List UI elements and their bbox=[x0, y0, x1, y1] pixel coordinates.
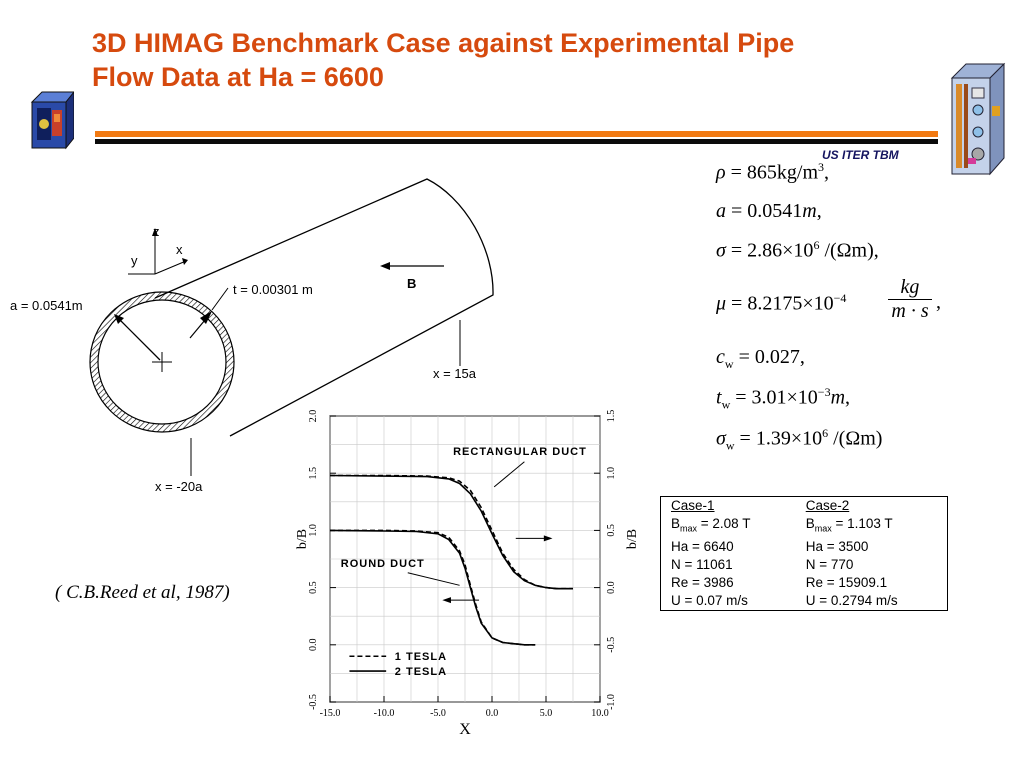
x-axis-title: X bbox=[459, 721, 471, 738]
case1-bmax: Bmax = 2.08 T bbox=[671, 516, 751, 534]
slide-subtitle: US ITER TBM bbox=[822, 148, 899, 162]
y-tick-label-right: 0.5 bbox=[606, 524, 617, 537]
y-tick-label-left: -0.5 bbox=[308, 694, 319, 710]
x-tick-label: 10.0 bbox=[591, 708, 609, 719]
eq-conductivity: σ = 2.86×106 /(Ωm), bbox=[716, 238, 879, 262]
y-tick-label-left: 0.0 bbox=[308, 639, 319, 652]
eq-wall-conductivity: σw = 1.39×106 /(Ωm) bbox=[716, 426, 883, 453]
y-tick-label-left: 1.5 bbox=[308, 467, 319, 480]
z-axis-label: z bbox=[153, 224, 160, 239]
annotation-rectangular-duct: RECTANGULAR DUCT bbox=[453, 446, 587, 458]
x-tick-label: 5.0 bbox=[540, 708, 553, 719]
title-rule-orange bbox=[95, 131, 938, 137]
eq-wall-conductance: cw = 0.027, bbox=[716, 346, 805, 371]
y-tick-label-right: -1.0 bbox=[606, 694, 617, 710]
y-tick-label-left: 0.5 bbox=[308, 581, 319, 594]
eq-wall-thickness: tw = 3.01×10−3m, bbox=[716, 385, 851, 412]
x-tick-label: -5.0 bbox=[430, 708, 446, 719]
x-tick-label: 0.0 bbox=[486, 708, 499, 719]
series-line-rect-2t bbox=[329, 474, 573, 590]
radius-label: a = 0.0541m bbox=[10, 298, 83, 313]
radius-arrow bbox=[117, 317, 161, 361]
case1-re: Re = 3986 bbox=[671, 574, 734, 590]
eq-viscosity-numerator: kg bbox=[888, 276, 932, 300]
title-rule-dark bbox=[95, 139, 938, 144]
tbm-assembly-logo bbox=[950, 62, 1006, 176]
eq-viscosity-denominator: m · s bbox=[891, 300, 929, 322]
eq-density: ρ = 865kg/m3, bbox=[716, 160, 830, 184]
eq-viscosity-tail: , bbox=[936, 291, 941, 313]
title-line-2: Flow Data at Ha = 6600 bbox=[92, 62, 384, 92]
y-tick-label-right: 1.0 bbox=[606, 467, 617, 480]
case2-ha: Ha = 3500 bbox=[805, 538, 869, 554]
title-line-1: 3D HIMAG Benchmark Case against Experime… bbox=[92, 28, 795, 58]
thickness-label: t = 0.00301 m bbox=[233, 282, 313, 297]
case2-bmax: Bmax = 1.103 T bbox=[805, 516, 893, 534]
end-label: x = 15a bbox=[433, 366, 477, 381]
eq-viscosity: μ = 8.2175×10−4 bbox=[716, 291, 847, 315]
case1-u: U = 0.07 m/s bbox=[671, 592, 748, 608]
legend-label-1-tesla: 1 TESLA bbox=[395, 651, 447, 663]
y-tick-label-right: 0.0 bbox=[606, 581, 617, 594]
start-label: x = -20a bbox=[155, 479, 203, 494]
property-equations: ρ = 865kg/m3, a = 0.0541m, σ = 2.86×106 … bbox=[710, 158, 970, 468]
x-tick-label: -15.0 bbox=[320, 708, 341, 719]
pipe-body-outline bbox=[154, 178, 494, 437]
magnetic-field-chart: -15.0 -10.0 -5.0 0.0 5.0 10.0 -0.5 0.0 0.5 1.0 1.5… bbox=[295, 410, 640, 738]
case2-u: U = 0.2794 m/s bbox=[805, 592, 898, 608]
legend-label-2-tesla: 2 TESLA bbox=[395, 666, 447, 678]
blanket-module-logo bbox=[30, 91, 74, 150]
slide-title: 3D HIMAG Benchmark Case against Experime… bbox=[92, 26, 952, 94]
x-axis-label: x bbox=[176, 242, 183, 257]
annotation-leader-round bbox=[407, 572, 460, 586]
series-line-round-2t bbox=[329, 529, 536, 646]
flow-arrowhead-left bbox=[442, 597, 451, 604]
y-axis-title-right: b/B bbox=[625, 529, 640, 549]
eq-viscosity-fraction: kg m · s bbox=[888, 276, 932, 323]
annotation-leader-rect bbox=[493, 461, 525, 488]
x-axis bbox=[154, 260, 187, 275]
pipe-diagram: z y x a = 0.0541m t = 0.00301 m B x = 15… bbox=[10, 178, 494, 494]
y-tick-label-left: 1.0 bbox=[308, 524, 319, 537]
cases-table: Case-1 Case-2 Bmax = 2.08 T Bmax = 1.103… bbox=[660, 496, 948, 611]
y-tick-label-right: -0.5 bbox=[606, 637, 617, 653]
case1-ha: Ha = 6640 bbox=[671, 538, 734, 554]
case2-n: N = 770 bbox=[805, 556, 854, 572]
y-tick-label-left: 2.0 bbox=[308, 410, 319, 423]
eq-radius: a = 0.0541m, bbox=[716, 200, 822, 222]
citation: ( C.B.Reed et al, 1987) bbox=[55, 582, 230, 603]
case1-header: Case-1 bbox=[671, 498, 715, 513]
annotation-round-duct: ROUND DUCT bbox=[341, 558, 425, 570]
y-axis-label: y bbox=[131, 253, 138, 268]
y-tick-label-right: 1.5 bbox=[606, 410, 617, 423]
field-label: B bbox=[407, 276, 416, 291]
flow-arrowhead-right bbox=[543, 535, 553, 542]
y-axis-title-left: b/B bbox=[295, 529, 310, 549]
case1-n: N = 11061 bbox=[671, 556, 733, 572]
case2-re: Re = 15909.1 bbox=[805, 574, 888, 590]
case2-header: Case-2 bbox=[805, 498, 850, 513]
x-tick-label: -10.0 bbox=[374, 708, 395, 719]
